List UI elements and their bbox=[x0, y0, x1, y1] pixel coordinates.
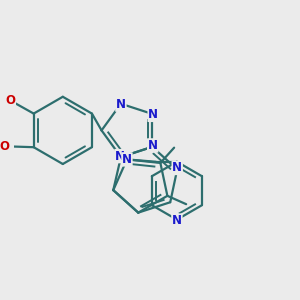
Text: N: N bbox=[172, 214, 182, 227]
Text: N: N bbox=[116, 98, 126, 111]
Text: O: O bbox=[5, 94, 15, 107]
Text: N: N bbox=[172, 161, 182, 175]
Text: N: N bbox=[148, 108, 158, 122]
Text: O: O bbox=[0, 140, 10, 153]
Text: N: N bbox=[148, 139, 158, 152]
Text: N: N bbox=[122, 153, 132, 166]
Text: N: N bbox=[115, 150, 125, 163]
